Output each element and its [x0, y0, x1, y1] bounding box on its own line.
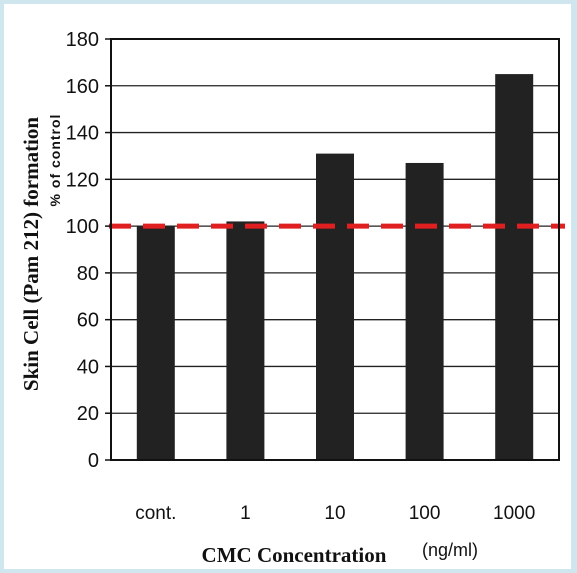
y-tick-label: 20 — [77, 403, 99, 425]
bar-100 — [405, 162, 444, 460]
y-tick-label: 0 — [88, 450, 99, 472]
y-tick-label: 120 — [66, 169, 99, 191]
plot-border — [110, 38, 560, 461]
y-axis-subtitle: % of control — [47, 114, 63, 207]
x-category-label: cont. — [135, 503, 176, 524]
y-tick-label: 100 — [66, 216, 99, 238]
y-tick-label: 60 — [77, 310, 99, 332]
y-tick-label: 140 — [66, 123, 99, 145]
x-category-labels: cont. 1 10 100 1000 — [135, 503, 535, 524]
bar-chart: 0 20 40 60 80 100 120 140 160 180 cont. 1 10 100 1000… — [19, 29, 565, 567]
bar-10 — [316, 153, 354, 460]
bar-1 — [226, 221, 265, 460]
bar-cont — [136, 226, 175, 460]
x-category-label: 100 — [409, 503, 441, 524]
x-category-label: 10 — [324, 503, 345, 524]
x-axis-title: CMC Concentration — [202, 543, 387, 567]
x-category-label: 1 — [240, 503, 251, 524]
bars — [136, 74, 534, 460]
y-tick-label: 180 — [66, 29, 99, 51]
y-tick-label: 160 — [66, 76, 99, 98]
x-category-label: 1000 — [493, 503, 535, 524]
y-tick-label: 40 — [77, 356, 99, 378]
x-axis-unit: (ng/ml) — [422, 540, 478, 560]
bar-1000 — [495, 74, 534, 460]
y-tick-label: 80 — [77, 263, 99, 285]
y-tick-labels: 0 20 40 60 80 100 120 140 160 180 — [66, 29, 111, 472]
y-axis-title: Skin Cell (Pam 212) formation — [19, 117, 43, 391]
